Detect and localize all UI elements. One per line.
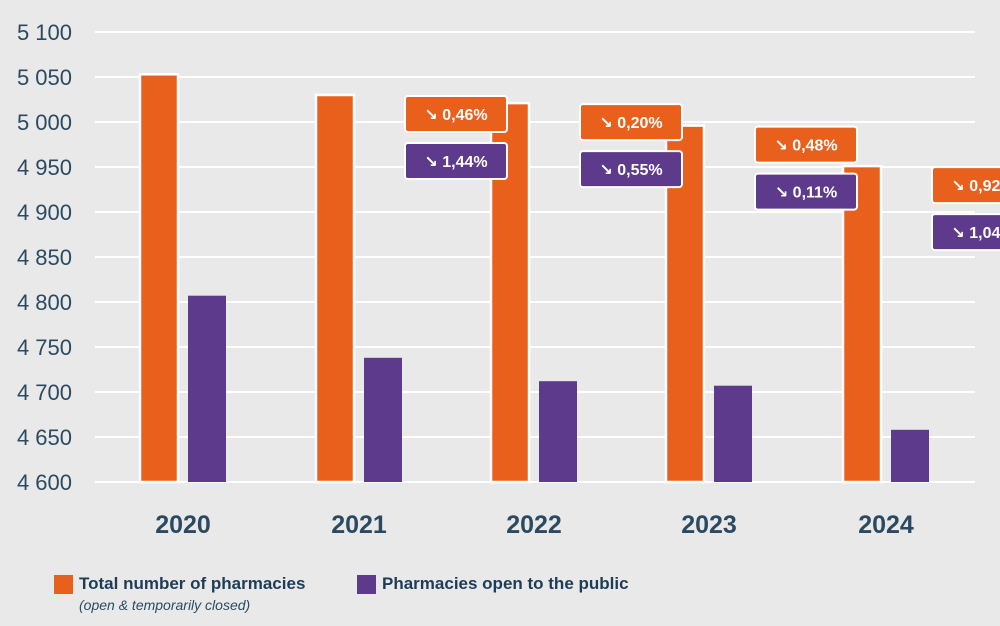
y-tick-label: 4 900 <box>17 200 72 225</box>
bar-open-2020 <box>188 295 226 482</box>
legend-item-open-pharmacies: Pharmacies open to the public <box>357 572 629 596</box>
change-badge-open-2021: ↘ 1,44% <box>404 142 508 180</box>
legend-sublabel-total: (open & temporarily closed) <box>79 597 251 613</box>
legend-label-open: Pharmacies open to the public <box>382 574 629 593</box>
y-tick-label: 5 100 <box>17 20 72 45</box>
badge-label: ↘ 0,55% <box>599 162 662 179</box>
change-badge-total-2021: ↘ 0,46% <box>404 95 508 133</box>
change-badge-open-2023: ↘ 0,11% <box>754 172 858 211</box>
gridlines <box>95 31 975 483</box>
change-badge-open-2022: ↘ 0,55% <box>579 150 683 189</box>
badge-label: ↘ 0,92% <box>951 178 1000 195</box>
legend-swatch-open <box>357 575 376 594</box>
badge-label: ↘ 1,44% <box>424 154 487 171</box>
legend-swatch-total <box>54 575 73 594</box>
x-tick-label: 2021 <box>331 511 387 539</box>
y-tick-label: 4 950 <box>17 155 72 180</box>
y-tick-label: 4 750 <box>17 335 72 360</box>
bar-total-2020 <box>138 73 180 484</box>
badge-label: ↘ 0,20% <box>599 115 662 132</box>
bar-open-2024 <box>891 429 929 482</box>
badge-label: ↘ 0,11% <box>775 185 837 202</box>
bar-total-2024 <box>841 164 883 484</box>
x-tick-label: 2024 <box>858 511 914 539</box>
bar-open-2022 <box>539 381 577 482</box>
change-badge-total-2022: ↘ 0,20% <box>579 103 683 142</box>
change-badge-total-2024: ↘ 0,92% <box>931 166 1000 205</box>
y-tick-label: 4 850 <box>17 245 72 270</box>
bar-total-2021 <box>314 93 356 484</box>
legend-label-total: Total number of pharmacies <box>79 574 306 593</box>
bar-open-2023 <box>714 385 752 482</box>
y-axis-tick-labels: 5 100 5 050 5 000 4 950 4 900 4 850 4 800 4 750… <box>17 20 72 495</box>
badge-box <box>931 213 1000 252</box>
y-tick-label: 5 050 <box>17 65 72 90</box>
bars <box>138 73 929 484</box>
badge-box <box>754 172 858 211</box>
y-tick-label: 4 650 <box>17 425 72 450</box>
x-axis-tick-labels: 2020 2021 2022 2023 2024 <box>155 511 914 539</box>
change-badges: ↘ 0,46% ↘ 1,44% ↘ 0,20% ↘ 0,55% ↘ 0,48% ↘ 0,1… <box>404 95 1000 252</box>
x-tick-label: 2020 <box>155 511 211 539</box>
y-tick-label: 5 000 <box>17 110 72 135</box>
badge-box <box>404 142 508 180</box>
y-tick-label: 4 800 <box>17 290 72 315</box>
badge-label: ↘ 1,04% <box>951 225 1000 242</box>
change-badge-total-2023: ↘ 0,48% <box>754 125 858 164</box>
x-tick-label: 2022 <box>506 511 562 539</box>
legend-item-total-pharmacies: Total number of pharmacies (open & tempo… <box>54 572 305 614</box>
badge-box <box>754 125 858 164</box>
badge-box <box>579 103 683 142</box>
bar-open-2021 <box>364 357 402 482</box>
badge-box <box>404 95 508 133</box>
badge-label: ↘ 0,48% <box>774 138 837 155</box>
y-tick-label: 4 700 <box>17 380 72 405</box>
badge-label: ↘ 0,46% <box>424 107 487 124</box>
x-tick-label: 2023 <box>681 511 737 539</box>
change-badge-open-2024: ↘ 1,04% <box>931 213 1000 252</box>
y-tick-label: 4 600 <box>17 470 72 495</box>
bar-total-2022 <box>489 101 531 484</box>
badge-box <box>579 150 683 189</box>
badge-box <box>931 166 1000 205</box>
